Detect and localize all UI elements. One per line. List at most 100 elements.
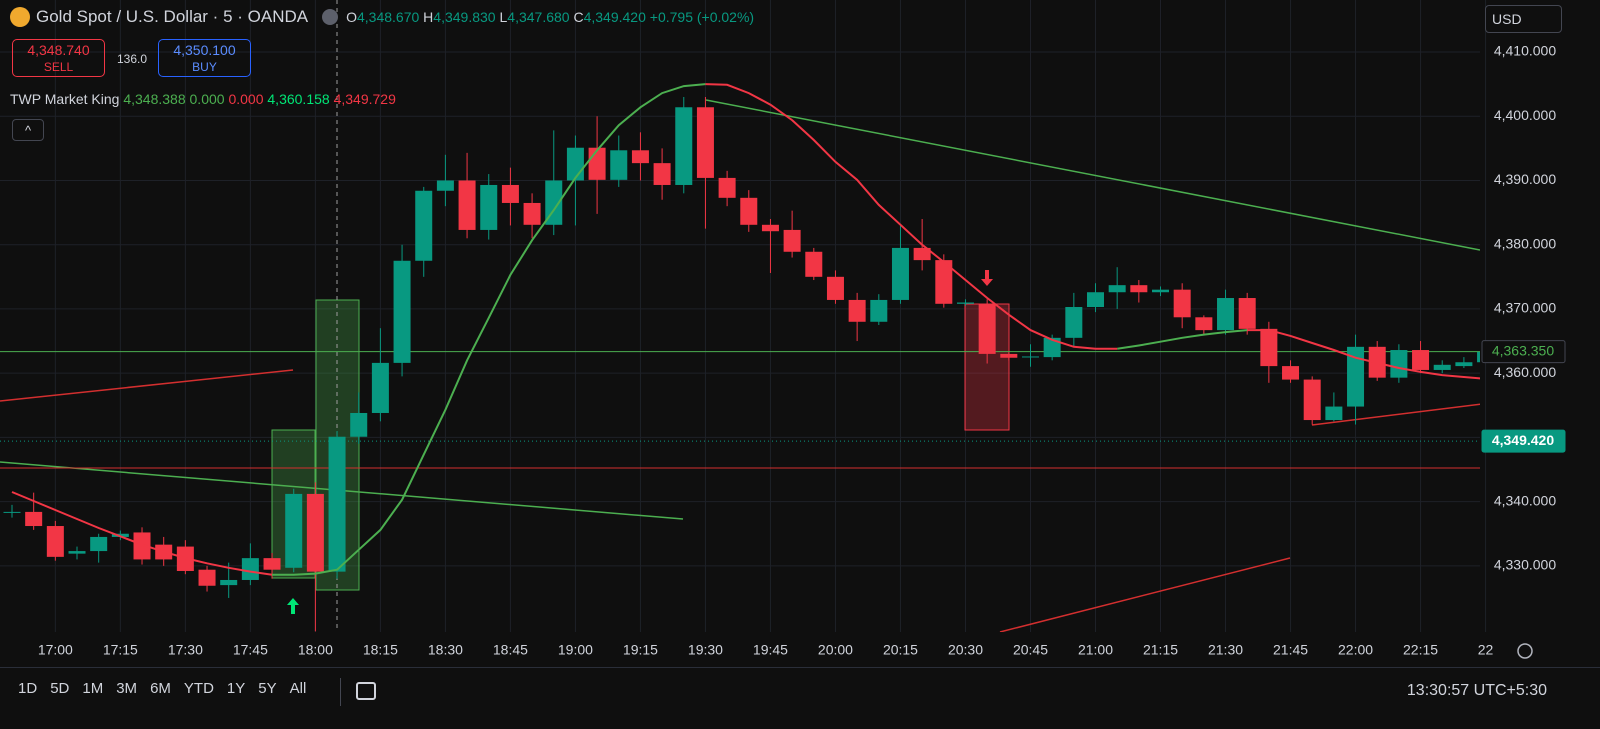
- candle-body: [631, 150, 649, 164]
- candle-body: [436, 180, 454, 191]
- separator: [340, 678, 341, 706]
- y-tick-label: 4,390.000: [1494, 171, 1556, 187]
- candle-body: [480, 184, 498, 230]
- x-tick-label: 17:15: [103, 642, 138, 658]
- candle-body: [610, 150, 628, 180]
- trend-line: [1311, 403, 1480, 426]
- x-tick-label: 18:15: [363, 642, 398, 658]
- candle-body: [1325, 406, 1343, 421]
- trend-line: [705, 99, 1480, 251]
- x-tick-label: 19:30: [688, 642, 723, 658]
- candle-body: [263, 558, 281, 570]
- x-tick-label: 18:45: [493, 642, 528, 658]
- candle-body: [25, 511, 43, 527]
- candle-body: [458, 180, 476, 230]
- candle-body: [328, 436, 346, 572]
- sell-price: 4,348.740: [27, 42, 90, 58]
- candle-body: [653, 163, 671, 185]
- y-tick-label: 4,370.000: [1494, 300, 1556, 316]
- candle-body: [848, 299, 866, 322]
- indicator-value: 0.000: [189, 91, 225, 107]
- candle-body: [545, 180, 563, 225]
- candle-body: [415, 190, 433, 261]
- chart: 4,330.0004,340.0004,350.0004,360.0004,37…: [0, 0, 1600, 668]
- date-range-icon[interactable]: [356, 682, 376, 700]
- buy-button[interactable]: 4,350.100 BUY: [158, 39, 251, 77]
- candle-body: [1065, 307, 1083, 338]
- range-button[interactable]: 5D: [50, 680, 70, 697]
- x-tick-label: 21:00: [1078, 642, 1113, 658]
- range-button[interactable]: 1Y: [226, 680, 246, 697]
- candle-body: [1390, 350, 1408, 378]
- range-button[interactable]: 5Y: [258, 680, 277, 697]
- indicator-legend: TWP Market King 4,348.388 0.000 0.000 4,…: [10, 91, 396, 107]
- x-tick-label: 19:00: [558, 642, 593, 658]
- buy-label: BUY: [192, 60, 217, 74]
- x-tick-label: 20:00: [818, 642, 853, 658]
- candle-body: [350, 412, 368, 437]
- sell-button[interactable]: 4,348.740 SELL: [12, 39, 105, 77]
- candle-body: [393, 260, 411, 363]
- candle-body: [46, 526, 64, 557]
- candle-body: [371, 362, 389, 413]
- candle-body: [1217, 298, 1235, 331]
- candle-body: [1173, 289, 1191, 318]
- candle-body: [285, 493, 303, 568]
- indicator-value: 4,348.388: [123, 91, 186, 107]
- candle-body: [1195, 317, 1213, 331]
- candle-body: [90, 536, 108, 552]
- collapse-legend[interactable]: ^: [12, 119, 44, 141]
- indicator-name[interactable]: TWP Market King: [10, 91, 120, 107]
- candle-body: [133, 532, 151, 560]
- settings-icon[interactable]: [1517, 643, 1533, 659]
- buy-price: 4,350.100: [173, 42, 236, 58]
- currency-button[interactable]: USD: [1485, 5, 1562, 33]
- range-button[interactable]: All: [289, 680, 307, 697]
- indicator-value: 0.000: [228, 91, 264, 107]
- candle-body: [718, 177, 736, 198]
- candle-body: [1108, 285, 1126, 293]
- spread: 136.0: [117, 52, 148, 66]
- clock[interactable]: 13:30:57 UTC+5:30: [1406, 682, 1547, 699]
- ohlc-value: 4,349.830: [433, 9, 496, 25]
- ohlc-key: C: [573, 9, 584, 25]
- ohlc-value: 4,347.680: [507, 9, 570, 25]
- candle-body: [891, 247, 909, 300]
- ohlc-key: H: [423, 9, 434, 25]
- indicator-value: 4,349.729: [333, 91, 396, 107]
- ohlc-key: O: [346, 9, 357, 25]
- series: [0, 83, 1480, 632]
- ohlc-value: 4,349.420: [583, 9, 646, 25]
- y-tick-label: 4,400.000: [1494, 107, 1556, 123]
- range-button[interactable]: 1M: [82, 680, 104, 697]
- price-tag: [1481, 340, 1566, 364]
- candle-body: [501, 184, 519, 203]
- logo: [10, 7, 30, 27]
- change: +0.795 (+0.02%): [649, 9, 755, 25]
- collapse-icon[interactable]: [322, 9, 339, 25]
- price-tag-label: 4,363.350: [1492, 342, 1554, 358]
- x-tick-label: 19:45: [753, 642, 788, 658]
- buy-arrow: [287, 598, 299, 614]
- candle-body: [523, 202, 541, 225]
- candle-body: [68, 551, 86, 554]
- ohlc-value: 4,348.670: [356, 9, 420, 25]
- x-tick-label: 17:30: [168, 642, 203, 658]
- candle-body: [1130, 285, 1148, 293]
- price-tag-label: 4,349.420: [1492, 432, 1554, 448]
- trend-line: [999, 557, 1291, 632]
- range-button[interactable]: 1D: [18, 680, 38, 697]
- symbol-title[interactable]: Gold Spot / U.S. Dollar · 5 · OANDA: [36, 7, 309, 26]
- candle-body: [956, 302, 974, 304]
- sell-label: SELL: [43, 60, 74, 74]
- candle-body: [1087, 292, 1104, 308]
- range-bar: 1D 5D 1M 3M 6M YTD 1Y 5Y All: [18, 680, 319, 697]
- ohlc-key: L: [499, 9, 508, 25]
- candle-body: [306, 493, 324, 572]
- candle-body: [1000, 353, 1018, 358]
- range-button[interactable]: 6M: [150, 680, 171, 697]
- range-button[interactable]: YTD: [183, 680, 214, 697]
- candle-body: [740, 197, 758, 225]
- candle-body: [1433, 364, 1451, 370]
- range-button[interactable]: 3M: [116, 680, 138, 697]
